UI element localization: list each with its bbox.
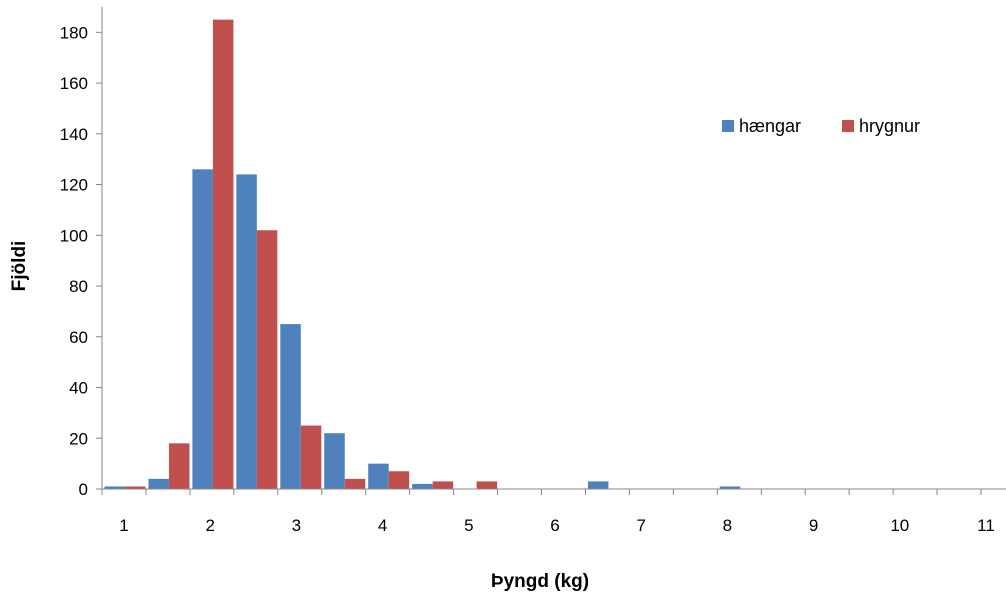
y-tick-label: 40	[69, 379, 88, 398]
y-tick-label: 60	[69, 328, 88, 347]
x-tick-label: 9	[809, 516, 818, 535]
bar-hængar-4.5	[412, 483, 433, 489]
bar-hængar-4	[368, 463, 389, 489]
bar-hængar-1	[104, 486, 125, 489]
legend-swatch-hængar	[722, 120, 734, 132]
bar-hrygnur-2.5	[256, 230, 278, 490]
y-ticks-layer: 0 20 40 60 80 100 120 140 160 180	[60, 23, 102, 499]
y-tick-label: 0	[79, 480, 88, 499]
bar-hrygnur-4.5	[432, 481, 454, 489]
x-ticks-layer: 1 2 3 4 5 6 7 8 9 10 11	[101, 489, 995, 535]
bar-hængar-3	[280, 324, 301, 490]
y-tick-label: 80	[69, 277, 88, 296]
bar-hrygnur-4	[388, 471, 410, 489]
y-tick-label: 120	[60, 176, 88, 195]
bar-hrygnur-2	[212, 19, 234, 489]
bar-hrygnur-5	[476, 481, 498, 489]
x-tick-label: 2	[205, 516, 214, 535]
bar-hængar-6.5	[587, 481, 609, 489]
x-tick-label: 11	[977, 516, 995, 535]
x-tick-label: 1	[119, 516, 128, 535]
bar-hængar-2.5	[236, 174, 257, 489]
legend-label-hængar: hængar	[739, 116, 801, 136]
bar-hængar-2	[192, 169, 213, 489]
x-tick-label: 7	[636, 516, 645, 535]
bar-hængar-3.5	[324, 433, 345, 489]
x-tick-label: 4	[378, 516, 387, 535]
y-tick-label: 180	[60, 23, 88, 42]
y-tick-label: 140	[60, 125, 88, 144]
bar-hrygnur-1.5	[168, 443, 190, 489]
legend: hængar hrygnur	[722, 116, 920, 136]
x-tick-label: 8	[723, 516, 732, 535]
bar-hrygnur-1	[125, 486, 146, 489]
bar-hrygnur-3.5	[344, 478, 366, 489]
x-axis-title: Þyngd (kg)	[491, 571, 589, 592]
bar-hængar-8	[719, 486, 741, 489]
legend-label-hrygnur: hrygnur	[859, 116, 920, 136]
y-tick-label: 160	[60, 74, 88, 93]
x-tick-label: 6	[550, 516, 559, 535]
y-axis-title: Fjöldi	[9, 241, 30, 292]
legend-swatch-hrygnur	[842, 120, 854, 132]
x-tick-label: 3	[292, 516, 301, 535]
bar-hængar-1.5	[148, 478, 169, 489]
y-tick-label: 100	[60, 226, 88, 245]
x-tick-label: 10	[890, 516, 909, 535]
y-tick-label: 20	[69, 429, 88, 448]
x-tick-label: 5	[464, 516, 473, 535]
bars-layer	[104, 19, 741, 490]
axes-layer	[101, 7, 1006, 490]
bar-hrygnur-3	[300, 425, 322, 489]
